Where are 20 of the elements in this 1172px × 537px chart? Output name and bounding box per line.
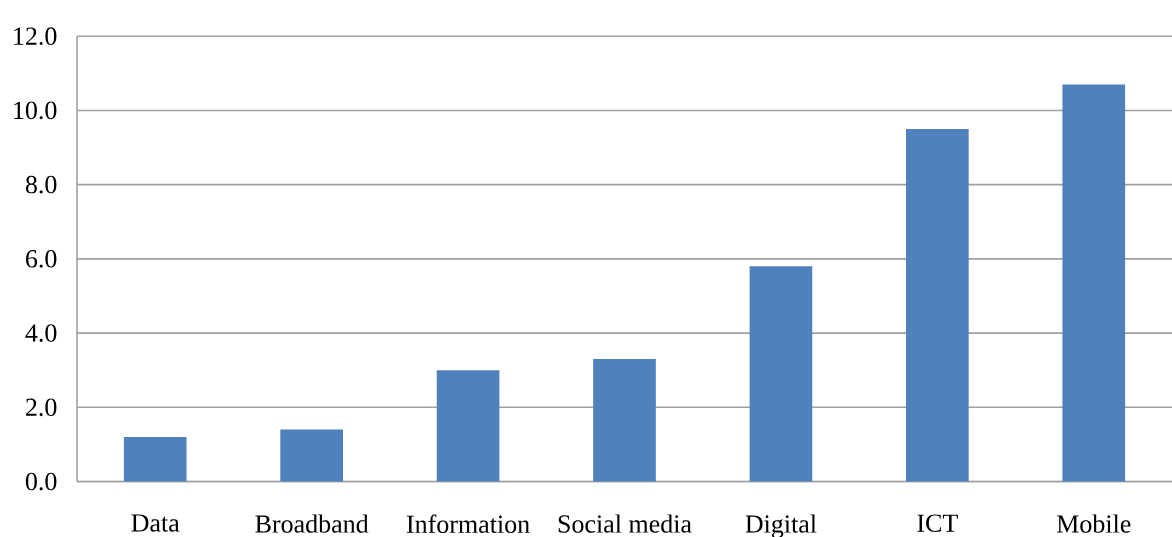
x-tick-label: Social media xyxy=(558,514,692,533)
y-tick-label: 0.0 xyxy=(25,472,57,491)
bar xyxy=(280,429,343,482)
bar xyxy=(593,359,656,482)
x-tick-label: ICT xyxy=(917,514,958,532)
y-tick-label: 10.0 xyxy=(14,101,57,120)
bar xyxy=(906,128,969,482)
x-tick-label: Information xyxy=(406,514,530,534)
y-tick-label: 8.0 xyxy=(25,175,57,194)
bar xyxy=(749,266,813,482)
y-tick-label: 12.0 xyxy=(14,27,57,46)
bar xyxy=(436,370,500,482)
y-tick-label: 2.0 xyxy=(26,398,57,417)
bar xyxy=(123,437,187,482)
y-tick-label: 4.0 xyxy=(25,324,57,342)
x-tick-label: Data xyxy=(131,514,180,532)
x-tick-label: Mobile xyxy=(1056,514,1131,533)
x-tick-label: Broadband xyxy=(255,514,369,533)
bar xyxy=(1062,84,1126,482)
y-tick-label: 6.0 xyxy=(26,250,57,268)
